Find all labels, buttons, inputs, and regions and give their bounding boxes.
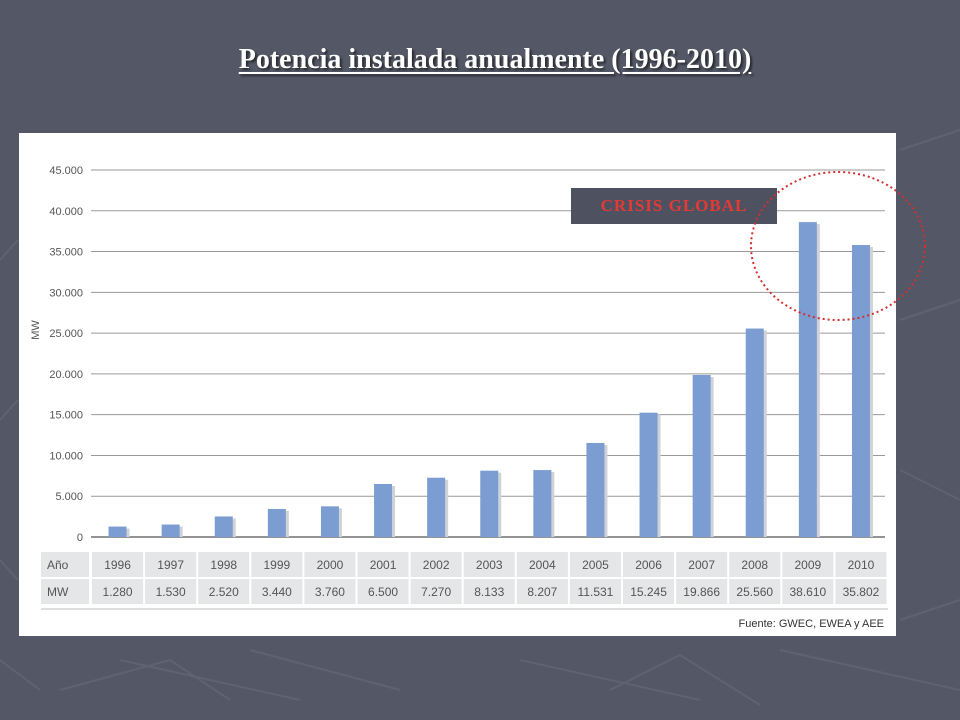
bar-2005 [586, 442, 605, 537]
table-cell [410, 579, 462, 604]
y-tick-label: 40.000 [49, 206, 83, 218]
table-cell [569, 579, 621, 604]
table-cell [92, 552, 144, 577]
table-cell [410, 552, 462, 577]
table-cell [304, 579, 356, 604]
table-cell [782, 552, 834, 577]
table-cell [198, 552, 250, 577]
data-label: 3.440 [262, 585, 292, 599]
bar-chart: 0 5.000 10.000 15.000 20.000 25.000 30.000 35.0… [30, 165, 888, 630]
x-tick-label: 2009 [794, 558, 821, 572]
table-cell [569, 552, 621, 577]
data-label: 6.500 [368, 585, 398, 599]
table-cell [92, 579, 144, 604]
table-header-cell [41, 579, 89, 604]
source-note: Fuente: GWEC, EWEA y AEE [739, 618, 885, 630]
data-label: 7.270 [421, 585, 451, 599]
table-row-header-year: Año [47, 558, 69, 572]
data-label: 15.245 [630, 585, 667, 599]
x-tick-label: 2000 [317, 558, 344, 572]
table-cell [835, 552, 887, 577]
bar-2004 [533, 470, 552, 537]
table-cell [251, 552, 303, 577]
y-tick-label: 5.000 [55, 491, 83, 503]
y-tick-label: 25.000 [49, 328, 83, 340]
bar-2009 [798, 222, 817, 537]
x-tick-label: 2005 [582, 558, 609, 572]
bar-2003 [480, 470, 499, 537]
table-cell [676, 579, 728, 604]
bar-2007 [692, 374, 711, 537]
x-tick-label: 2006 [635, 558, 662, 572]
x-tick-label: 2001 [370, 558, 397, 572]
x-tick-label: 1997 [157, 558, 184, 572]
data-label: 38.610 [789, 585, 826, 599]
table-cell [145, 579, 197, 604]
bar-2006 [639, 412, 658, 537]
y-tick-label: 20.000 [49, 369, 83, 381]
x-tick-label: 2002 [423, 558, 450, 572]
data-label: 3.760 [315, 585, 345, 599]
data-label: 35.802 [843, 585, 880, 599]
slide-title: Potencia instalada anualmente (1996-2010… [238, 44, 752, 75]
x-tick-label: 1999 [263, 558, 290, 572]
table-cell [251, 579, 303, 604]
data-label: 1.280 [103, 585, 133, 599]
table-cell [463, 552, 515, 577]
bar-2002 [427, 477, 446, 537]
table-row-header-mw: MW [47, 585, 69, 599]
table-cell [729, 579, 781, 604]
table-cell [623, 579, 675, 604]
bar-1999 [267, 508, 286, 537]
data-label: 8.133 [474, 585, 504, 599]
x-tick-label: 2004 [529, 558, 556, 572]
bar-2001 [374, 483, 393, 537]
table-cell [623, 552, 675, 577]
data-label: 2.520 [209, 585, 239, 599]
bar-1998 [214, 516, 233, 537]
table-cell [782, 579, 834, 604]
y-tick-label: 10.000 [49, 450, 83, 462]
bar-2000 [320, 506, 339, 537]
y-axis-label: MW [30, 320, 42, 340]
data-label: 1.530 [156, 585, 186, 599]
y-tick-label: 30.000 [49, 287, 83, 299]
table-cell [516, 579, 568, 604]
data-label: 11.531 [578, 585, 614, 599]
table-cell [357, 579, 409, 604]
table-cell [516, 552, 568, 577]
crisis-highlight-oval [750, 171, 926, 321]
x-tick-label: 1996 [104, 558, 131, 572]
crisis-label: CRISIS GLOBAL [571, 188, 777, 224]
table-cell [145, 552, 197, 577]
table-cell [357, 552, 409, 577]
bar-1997 [161, 524, 180, 537]
x-tick-label: 1998 [210, 558, 237, 572]
chart-panel: 0 5.000 10.000 15.000 20.000 25.000 30.000 35.0… [19, 133, 896, 636]
table-cell [198, 579, 250, 604]
x-tick-label: 2010 [848, 558, 875, 572]
table-header-cell [41, 552, 89, 577]
y-tick-label: 15.000 [49, 410, 83, 422]
bar-2008 [745, 328, 764, 537]
data-label: 8.207 [527, 585, 557, 599]
y-tick-label: 35.000 [49, 247, 83, 259]
data-label: 19.866 [683, 585, 720, 599]
table-cell [729, 552, 781, 577]
table-cell [304, 552, 356, 577]
x-tick-label: 2007 [688, 558, 715, 572]
bar-2010 [851, 245, 870, 537]
x-tick-label: 2003 [476, 558, 503, 572]
table-cell [463, 579, 515, 604]
y-tick-label: 45.000 [49, 165, 83, 177]
bar-1996 [108, 526, 127, 537]
table-cell [676, 552, 728, 577]
table-cell [835, 579, 887, 604]
x-tick-label: 2008 [741, 558, 768, 572]
y-tick-label: 0 [77, 532, 83, 544]
data-label: 25.560 [736, 585, 773, 599]
